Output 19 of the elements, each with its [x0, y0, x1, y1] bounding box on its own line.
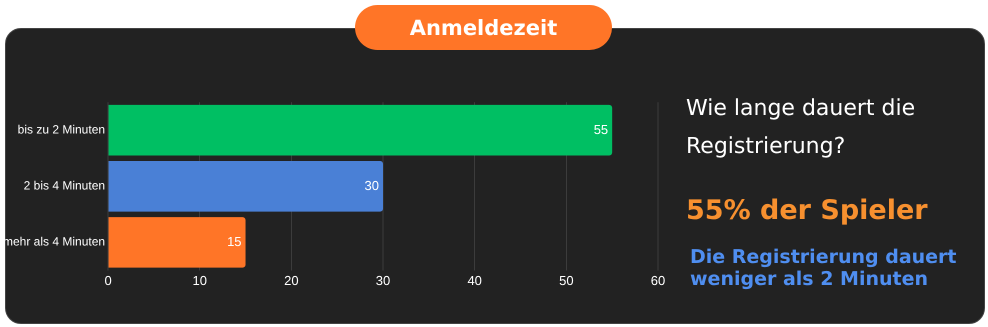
text: Wie lange dauert die Registrierung? — [686, 95, 916, 161]
text: Die Registrierung dauert weniger als 2 Minuten — [690, 246, 958, 290]
y-tick-label: 2 bis 4 Minuten — [24, 178, 106, 193]
bar — [108, 217, 246, 268]
bar — [108, 161, 384, 212]
y-tick-label: bis zu 2 Minuten — [18, 122, 106, 137]
x-tick-label: 20 — [284, 272, 299, 288]
x-tick-label: 40 — [467, 272, 482, 288]
x-tick-label: 0 — [104, 272, 112, 288]
x-tick-label: 10 — [192, 272, 207, 288]
x-tick-label: 60 — [650, 272, 666, 288]
bar — [108, 104, 612, 156]
x-tick-label: 30 — [376, 272, 390, 288]
x-tick-label: 50 — [559, 272, 574, 288]
data-label: 30 — [364, 178, 380, 193]
data-label: 55 — [594, 122, 608, 137]
text: 55% der Spieler — [686, 195, 929, 226]
data-label: 15 — [227, 234, 242, 249]
chart-title: Anmeldezeit — [355, 5, 612, 50]
